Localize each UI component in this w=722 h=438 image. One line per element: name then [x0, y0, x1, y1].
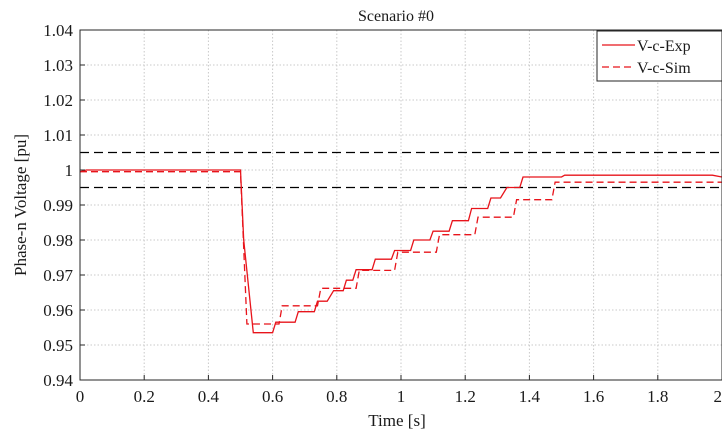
x-axis-title: Time [s]: [368, 411, 425, 430]
legend-label: V-c-Exp: [637, 38, 691, 55]
x-tick-label: 0.6: [262, 387, 283, 406]
grid-lines: [79, 29, 722, 381]
y-tick-label: 0.94: [43, 371, 73, 390]
y-tick-label: 1.04: [43, 21, 73, 40]
x-tick-label: 1: [397, 387, 406, 406]
y-tick-label: 1.01: [43, 126, 73, 145]
x-tick-label: 2: [714, 387, 722, 406]
x-tick-label: 0.4: [198, 387, 220, 406]
x-tick-label: 1.8: [647, 387, 668, 406]
y-tick-label: 0.99: [43, 196, 73, 215]
y-tick-label: 0.98: [43, 231, 73, 250]
series-layer: [79, 169, 722, 334]
x-tick-label: 1.2: [455, 387, 476, 406]
y-tick-label: 1: [65, 161, 74, 180]
x-tick-label: 0.8: [326, 387, 347, 406]
y-tick-label: 0.96: [43, 301, 73, 320]
reference-lines: [80, 151, 722, 189]
series-line-v-c-exp: [79, 169, 722, 334]
chart-title: Scenario #0: [358, 8, 434, 25]
legend-label: V-c-Sim: [637, 60, 691, 77]
y-tick-label: 0.95: [43, 336, 73, 355]
x-tick-label: 1.4: [519, 387, 541, 406]
y-tick-label: 1.02: [43, 91, 73, 110]
x-tick-label: 0.2: [134, 387, 155, 406]
x-tick-label: 1.6: [583, 387, 604, 406]
series-line-v-c-sim: [80, 171, 722, 325]
y-tick-label: 1.03: [43, 56, 73, 75]
x-axis-ticks: 0 0.2 0.4 0.6 0.8 1 1.2 1.4 1.6 1.8 2: [76, 375, 722, 406]
y-axis-title: Phase-n Voltage [pu]: [11, 134, 30, 276]
x-tick-label: 0: [76, 387, 85, 406]
legend-box: [596, 30, 722, 82]
legend: V-c-Exp V-c-Sim: [596, 30, 722, 82]
y-axis-ticks: 0.94 0.95 0.96 0.97 0.98 0.99 1 1.01 1.02 1.03 1.0…: [43, 21, 85, 390]
y-tick-label: 0.97: [43, 266, 73, 285]
